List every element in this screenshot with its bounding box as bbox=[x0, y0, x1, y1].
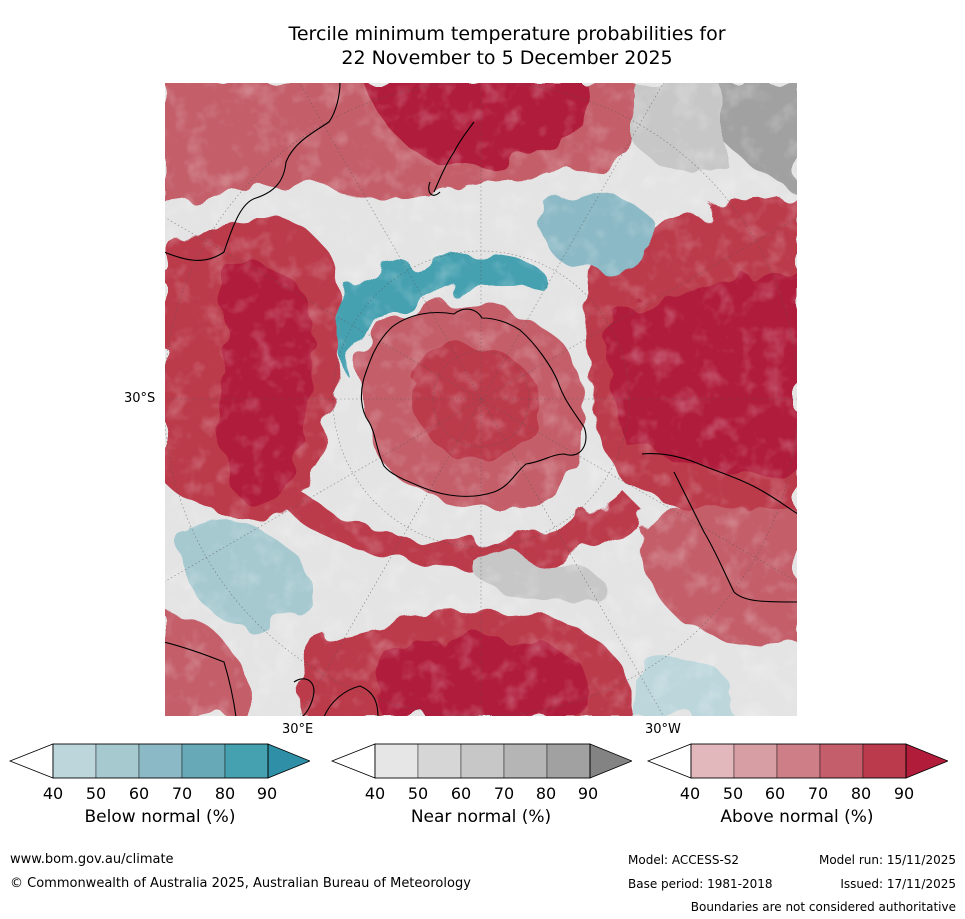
tick: 40 bbox=[679, 784, 701, 803]
latitude-label-30s: 30°S bbox=[124, 391, 156, 406]
colorbar-near-normal-swatches bbox=[330, 743, 632, 779]
colorbar-swatch bbox=[546, 743, 591, 779]
tick: 80 bbox=[214, 784, 236, 803]
colorbar-outline bbox=[690, 743, 907, 779]
colorbar-below-normal: 40 50 60 70 80 90 Below normal (%) bbox=[8, 743, 310, 827]
tick: 50 bbox=[407, 784, 429, 803]
colorbar-swatch bbox=[776, 743, 821, 779]
tick: 40 bbox=[42, 784, 64, 803]
colorbar-swatch bbox=[224, 743, 269, 779]
colorbar-upper-extend bbox=[267, 743, 310, 779]
colorbar-below-normal-swatches bbox=[8, 743, 310, 779]
africa-coastline bbox=[164, 641, 237, 717]
colorbar-lower-extend bbox=[646, 743, 692, 779]
tick: 60 bbox=[764, 784, 786, 803]
australia-coastline bbox=[164, 82, 341, 261]
colorbar-upper-extend bbox=[905, 743, 948, 779]
colorbar-swatch bbox=[862, 743, 907, 779]
tick: 50 bbox=[85, 784, 107, 803]
antarctica-coastline bbox=[360, 308, 587, 497]
tick: 80 bbox=[850, 784, 872, 803]
colorbar-near-normal-label: Near normal (%) bbox=[410, 807, 552, 827]
longitude-label-30w: 30°W bbox=[645, 722, 681, 737]
colorbar-above-normal-label: Above normal (%) bbox=[720, 807, 874, 827]
tick: 60 bbox=[450, 784, 472, 803]
south-america-west-coast bbox=[673, 471, 798, 603]
title-line-2: 22 November to 5 December 2025 bbox=[341, 47, 673, 69]
south-america-coastline bbox=[641, 453, 798, 515]
tick: 90 bbox=[577, 784, 599, 803]
model-run-date: Model run: 15/11/2025 bbox=[818, 853, 956, 867]
model-name: Model: ACCESS-S2 bbox=[628, 853, 740, 867]
tick: 90 bbox=[256, 784, 278, 803]
title-line-1: Tercile minimum temperature probabilitie… bbox=[288, 23, 726, 45]
coastlines bbox=[164, 82, 798, 717]
colorbar-near-normal: 40 50 60 70 80 90 Near normal (%) bbox=[330, 743, 632, 827]
colorbar-lower-extend bbox=[8, 743, 54, 779]
southeast-africa-coastline bbox=[323, 685, 379, 717]
colorbar-swatch bbox=[138, 743, 183, 779]
colorbar-outline bbox=[374, 743, 591, 779]
colorbar-swatch bbox=[819, 743, 864, 779]
colorbar-swatch bbox=[460, 743, 505, 779]
colorbar-swatch bbox=[503, 743, 548, 779]
new-zealand-coastline bbox=[428, 121, 475, 196]
map-title: Tercile minimum temperature probabilitie… bbox=[0, 22, 965, 70]
colorbar-swatch bbox=[374, 743, 419, 779]
colorbar-above-normal-swatches bbox=[646, 743, 948, 779]
colorbar-swatch bbox=[181, 743, 226, 779]
tick: 60 bbox=[128, 784, 150, 803]
tick: 90 bbox=[893, 784, 915, 803]
tick: 50 bbox=[722, 784, 744, 803]
issued-date: Issued: 17/11/2025 bbox=[840, 877, 956, 891]
colorbar-swatch bbox=[52, 743, 97, 779]
copyright-notice: © Commonwealth of Australia 2025, Austra… bbox=[10, 876, 471, 891]
colorbar-below-normal-label: Below normal (%) bbox=[84, 807, 236, 827]
colorbar-lower-extend bbox=[330, 743, 376, 779]
base-period: Base period: 1981-2018 bbox=[628, 877, 773, 891]
tick: 80 bbox=[535, 784, 557, 803]
probability-map bbox=[164, 82, 798, 717]
colorbar-swatch bbox=[690, 743, 735, 779]
colorbar-above-normal: 40 50 60 70 80 90 Above normal (%) bbox=[646, 743, 948, 827]
tick: 70 bbox=[171, 784, 193, 803]
colorbar-upper-extend bbox=[589, 743, 632, 779]
tick: 70 bbox=[493, 784, 515, 803]
website-url: www.bom.gov.au/climate bbox=[10, 852, 174, 867]
madagascar-coastline bbox=[293, 678, 315, 717]
graticule bbox=[164, 82, 798, 717]
tick: 70 bbox=[807, 784, 829, 803]
colorbar-swatch bbox=[95, 743, 140, 779]
boundaries-disclaimer: Boundaries are not considered authoritat… bbox=[690, 900, 956, 914]
colorbar-swatch bbox=[733, 743, 778, 779]
tick: 40 bbox=[364, 784, 386, 803]
longitude-label-30e: 30°E bbox=[282, 722, 314, 737]
colorbar-outline bbox=[52, 743, 269, 779]
colorbar-swatch bbox=[417, 743, 462, 779]
